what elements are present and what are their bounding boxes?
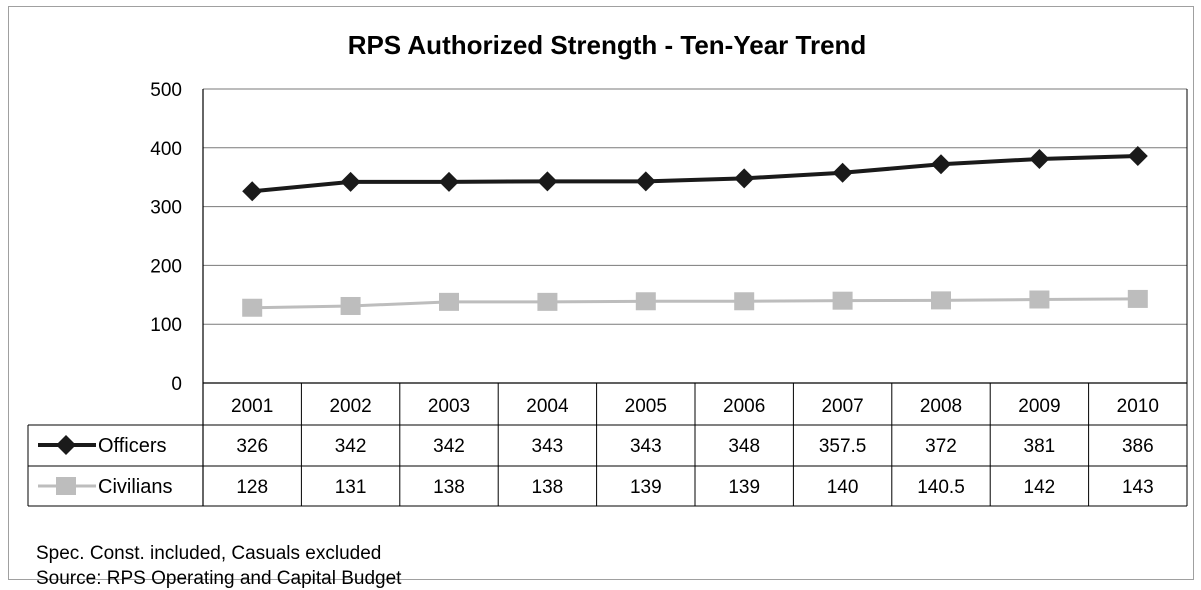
officers-value-cell: 326 bbox=[236, 436, 268, 457]
civilians-legend-marker bbox=[56, 477, 76, 495]
officers-value-cell: 342 bbox=[335, 436, 367, 457]
officers-point bbox=[931, 154, 951, 175]
officers-point bbox=[1127, 146, 1148, 167]
y-tick-label: 200 bbox=[150, 256, 182, 277]
y-tick-label: 400 bbox=[150, 139, 182, 160]
x-tick-label: 2001 bbox=[231, 396, 273, 417]
source-text: Source: RPS Operating and Capital Budget bbox=[36, 568, 402, 589]
officers-line bbox=[252, 154, 1138, 194]
civilians-point bbox=[537, 292, 558, 311]
x-tick-label: 2010 bbox=[1117, 396, 1159, 417]
civilians-value-cell: 139 bbox=[630, 477, 662, 498]
x-tick-label: 2008 bbox=[920, 396, 962, 417]
civilians-value-cell: 139 bbox=[728, 477, 760, 498]
officers-point bbox=[1029, 148, 1050, 169]
x-tick-label: 2003 bbox=[428, 396, 470, 417]
note-text: Spec. Const. included, Casuals excluded bbox=[36, 543, 382, 564]
officers-point bbox=[537, 171, 558, 192]
chart-frame bbox=[8, 6, 1194, 580]
x-tick-label: 2007 bbox=[821, 396, 863, 417]
civilians-value-cell: 142 bbox=[1024, 477, 1056, 498]
officers-value-cell: 343 bbox=[532, 436, 564, 457]
civilians-value-cell: 143 bbox=[1122, 477, 1154, 498]
civilians-value-cell: 140.5 bbox=[917, 477, 965, 498]
x-tick-label: 2002 bbox=[329, 396, 371, 417]
y-tick-label: 100 bbox=[150, 315, 182, 336]
civilians-value-cell: 131 bbox=[335, 477, 367, 498]
officers-legend-label: Officers bbox=[98, 435, 167, 457]
civilians-line bbox=[252, 297, 1138, 310]
civilians-value-cell: 138 bbox=[532, 477, 564, 498]
civilians-point bbox=[1127, 289, 1148, 308]
civilians-point bbox=[340, 296, 361, 315]
officers-value-cell: 386 bbox=[1122, 436, 1154, 457]
officers-point bbox=[439, 171, 459, 192]
civilians-point bbox=[439, 292, 459, 311]
x-tick-label: 2009 bbox=[1018, 396, 1060, 417]
officers-point bbox=[340, 171, 361, 192]
civilians-point bbox=[931, 291, 951, 310]
civilians-legend-label: Civilians bbox=[98, 476, 172, 498]
civilians-value-cell: 128 bbox=[236, 477, 268, 498]
civilians-value-cell: 140 bbox=[827, 477, 859, 498]
officers-value-cell: 342 bbox=[433, 436, 465, 457]
civilians-point bbox=[242, 298, 263, 317]
officers-point bbox=[734, 168, 755, 189]
y-tick-label: 500 bbox=[150, 80, 182, 101]
officers-point bbox=[242, 181, 263, 202]
x-tick-label: 2006 bbox=[723, 396, 765, 417]
officers-value-cell: 372 bbox=[925, 436, 957, 457]
civilians-point bbox=[635, 292, 656, 311]
officers-legend-marker bbox=[56, 435, 76, 455]
officers-value-cell: 348 bbox=[728, 436, 760, 457]
civilians-value-cell: 138 bbox=[433, 477, 465, 498]
officers-value-cell: 343 bbox=[630, 436, 662, 457]
civilians-point bbox=[1029, 290, 1050, 309]
officers-value-cell: 357.5 bbox=[819, 436, 867, 457]
x-tick-label: 2005 bbox=[625, 396, 667, 417]
y-tick-label: 300 bbox=[150, 198, 182, 219]
officers-value-cell: 381 bbox=[1024, 436, 1056, 457]
officers-point bbox=[832, 162, 853, 183]
officers-point bbox=[635, 171, 656, 192]
y-tick-label: 0 bbox=[171, 374, 182, 395]
chart-title: RPS Authorized Strength - Ten-Year Trend bbox=[347, 30, 867, 60]
x-tick-label: 2004 bbox=[526, 396, 569, 417]
civilians-point bbox=[832, 291, 853, 310]
civilians-point bbox=[734, 292, 755, 311]
